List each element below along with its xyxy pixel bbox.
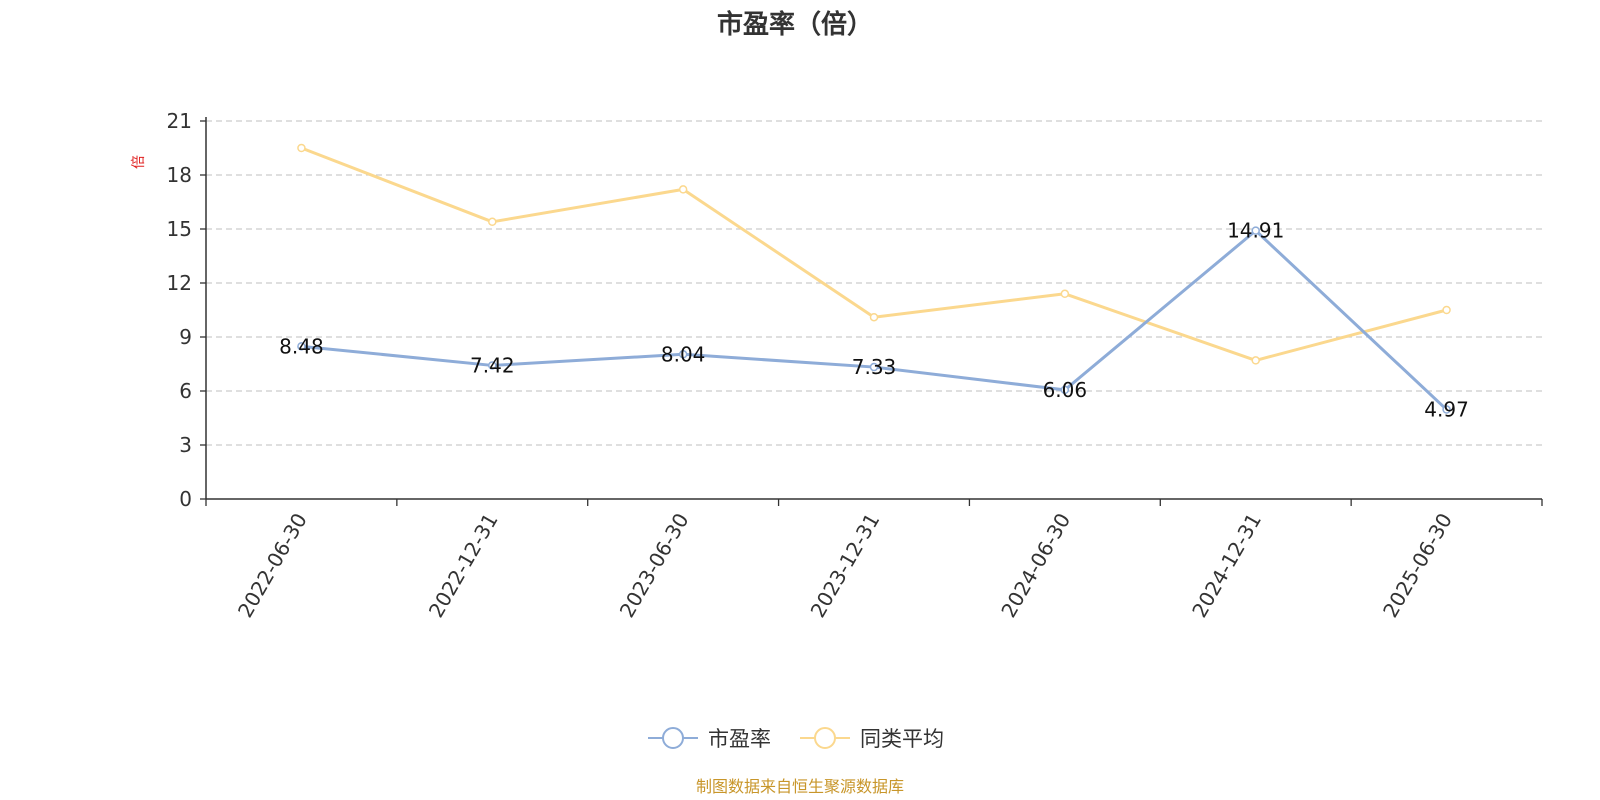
data-point	[1442, 405, 1451, 414]
grid-lines	[206, 120, 1542, 446]
data-source-note: 制图数据来自恒生聚源数据库	[696, 777, 904, 796]
data-labels: 8.48 7.42 8.04 7.33 6.06 14.91 4.97	[279, 219, 1469, 422]
data-label: 8.04	[661, 342, 706, 366]
data-point	[297, 143, 306, 153]
data-label: 8.48	[279, 334, 324, 358]
series-lines	[297, 143, 1451, 414]
legend-item-peer-average[interactable]: 同类平均	[800, 727, 944, 751]
data-point	[488, 361, 497, 370]
y-tick-label: 9	[179, 325, 192, 349]
chart-title: 市盈率（倍）	[717, 9, 873, 40]
data-point	[678, 350, 688, 359]
data-point	[678, 185, 688, 194]
data-point	[488, 217, 497, 227]
x-tick-label: 2024-06-30	[996, 509, 1075, 622]
data-label: 6.06	[1043, 378, 1088, 402]
legend-peer-average-circle-icon	[814, 727, 836, 749]
y-tick-label: 15	[167, 217, 192, 241]
x-tick-label: 2024-12-31	[1187, 509, 1266, 622]
y-axis-unit-label: 倍	[131, 155, 147, 169]
legend[interactable]: 市盈率 同类平均	[648, 727, 944, 751]
legend-pe-label: 市盈率	[708, 727, 771, 751]
x-tick-label: 2025-06-30	[1378, 509, 1457, 622]
data-point	[1060, 289, 1070, 299]
legend-item-pe[interactable]: 市盈率	[648, 727, 771, 751]
data-label: 7.42	[470, 353, 515, 377]
y-tick-label: 6	[179, 379, 192, 403]
data-point	[1251, 356, 1260, 365]
x-tick-label: 2023-06-30	[615, 509, 694, 622]
legend-peer-average-label: 同类平均	[860, 727, 944, 751]
data-point	[869, 362, 879, 372]
data-point	[297, 342, 306, 351]
x-tick-label: 2022-12-31	[424, 509, 503, 622]
data-label: 4.97	[1424, 398, 1469, 422]
series-line-1	[300, 146, 1447, 362]
y-tick-label: 0	[179, 487, 192, 511]
y-tick-label: 21	[167, 109, 192, 133]
y-tick-label: 3	[179, 433, 192, 457]
y-tick-label: 18	[167, 163, 192, 187]
data-point	[869, 312, 879, 322]
data-label: 7.33	[852, 355, 897, 379]
data-label: 14.91	[1227, 219, 1284, 243]
x-tick-label: 2023-12-31	[805, 509, 884, 622]
legend-pe-circle-icon	[662, 727, 684, 749]
x-tick-label: 2022-06-30	[233, 509, 312, 622]
data-point	[1251, 226, 1260, 235]
data-point	[1442, 305, 1451, 315]
y-tick-label: 12	[167, 271, 192, 295]
data-point	[1060, 385, 1070, 395]
